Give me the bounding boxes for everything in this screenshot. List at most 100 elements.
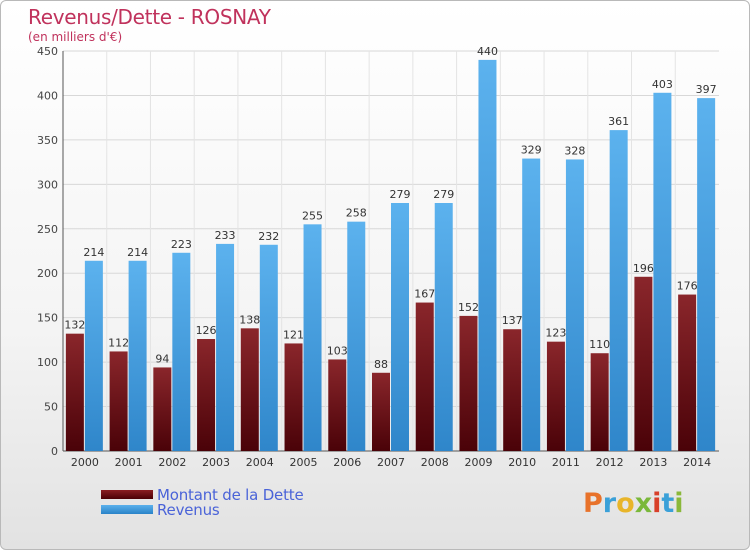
- bar-revenus-2012: [609, 130, 628, 451]
- bar-dette-2007: [372, 372, 390, 451]
- bar-revenus-2008: [434, 203, 453, 451]
- logo-letter: P: [583, 488, 603, 519]
- y-tick-label-50: 50: [44, 401, 58, 414]
- bar-dette-2011: [546, 341, 565, 451]
- data-label-dette-2012: 110: [589, 338, 610, 351]
- data-label-dette-2001: 112: [108, 336, 129, 349]
- x-tick-label-2008: 2008: [421, 456, 449, 469]
- data-label-revenus-2001: 214: [127, 246, 148, 259]
- x-tick-label-2003: 2003: [202, 456, 230, 469]
- data-label-dette-2011: 123: [545, 327, 566, 340]
- x-tick-label-2001: 2001: [115, 456, 143, 469]
- data-label-revenus-2004: 232: [258, 230, 279, 243]
- data-label-revenus-2009: 440: [477, 45, 498, 58]
- legend-label-revenus: Revenus: [157, 501, 220, 519]
- data-label-dette-2003: 126: [196, 324, 217, 337]
- data-label-revenus-2007: 279: [390, 188, 411, 201]
- logo-letter: i: [652, 488, 662, 519]
- bar-dette-2010: [503, 329, 522, 451]
- bar-revenus-2002: [172, 252, 191, 451]
- bar-revenus-2000: [84, 260, 103, 451]
- data-label-revenus-2013: 403: [652, 78, 673, 91]
- bar-dette-2001: [109, 351, 128, 451]
- data-label-dette-2007: 88: [374, 358, 388, 371]
- bar-dette-2008: [415, 302, 434, 451]
- bar-dette-2013: [634, 276, 653, 451]
- y-tick-label-0: 0: [51, 445, 58, 458]
- data-label-revenus-2008: 279: [433, 188, 454, 201]
- bar-dette-2005: [284, 343, 303, 451]
- bar-dette-2009: [459, 315, 478, 451]
- x-tick-label-2005: 2005: [290, 456, 318, 469]
- data-label-dette-2008: 167: [414, 288, 435, 301]
- bar-revenus-2014: [697, 98, 716, 451]
- data-label-revenus-2003: 233: [215, 229, 236, 242]
- data-label-revenus-2014: 397: [696, 83, 717, 96]
- x-tick-label-2002: 2002: [158, 456, 186, 469]
- bar-dette-2002: [153, 367, 172, 451]
- logo-letter: t: [661, 488, 675, 519]
- x-tick-label-2004: 2004: [246, 456, 274, 469]
- bar-revenus-2013: [653, 92, 672, 452]
- legend-label-dette: Montant de la Dette: [157, 486, 304, 504]
- data-label-dette-2006: 103: [327, 344, 348, 357]
- legend-swatch-revenus: [101, 505, 153, 514]
- logo-letter: i: [674, 488, 684, 519]
- data-label-dette-2013: 196: [633, 262, 654, 275]
- legend-swatch-dette: [101, 490, 153, 499]
- x-tick-label-2011: 2011: [552, 456, 580, 469]
- x-tick-label-2007: 2007: [377, 456, 405, 469]
- bar-revenus-2006: [347, 221, 366, 451]
- x-tick-label-2013: 2013: [639, 456, 667, 469]
- bar-dette-2003: [197, 339, 216, 451]
- logo-letter: x: [634, 488, 653, 519]
- data-label-revenus-2011: 328: [564, 144, 585, 157]
- bar-revenus-2011: [565, 159, 584, 451]
- data-label-revenus-2000: 214: [83, 246, 104, 259]
- x-tick-label-2014: 2014: [683, 456, 711, 469]
- chart-subtitle: (en milliers d'€): [28, 30, 123, 44]
- logo-letter: o: [616, 488, 635, 519]
- data-label-revenus-2002: 223: [171, 238, 192, 251]
- x-tick-label-2012: 2012: [596, 456, 624, 469]
- data-label-dette-2000: 132: [64, 319, 85, 332]
- y-tick-label-200: 200: [37, 267, 58, 280]
- y-tick-label-400: 400: [37, 89, 58, 102]
- data-label-revenus-2010: 329: [521, 144, 542, 157]
- y-tick-label-150: 150: [37, 312, 58, 325]
- y-tick-label-300: 300: [37, 178, 58, 191]
- bar-dette-2004: [240, 328, 259, 451]
- bar-revenus-2007: [391, 203, 409, 451]
- data-label-revenus-2012: 361: [608, 115, 629, 128]
- y-tick-label-350: 350: [37, 134, 58, 147]
- data-label-revenus-2005: 255: [302, 209, 323, 222]
- bar-revenus-2005: [303, 224, 322, 451]
- data-label-dette-2002: 94: [155, 352, 169, 365]
- bar-dette-2012: [590, 353, 609, 451]
- chart-title: Revenus/Dette - ROSNAY: [28, 5, 271, 29]
- data-label-revenus-2006: 258: [346, 207, 367, 220]
- bar-revenus-2010: [522, 158, 541, 452]
- data-label-dette-2004: 138: [239, 313, 260, 326]
- y-tick-label-450: 450: [37, 45, 58, 58]
- data-label-dette-2010: 137: [502, 314, 523, 327]
- bar-revenus-2004: [259, 244, 278, 451]
- x-tick-label-2006: 2006: [333, 456, 361, 469]
- x-tick-label-2010: 2010: [508, 456, 536, 469]
- bar-dette-2014: [678, 294, 697, 451]
- y-tick-label-100: 100: [37, 356, 58, 369]
- data-label-dette-2009: 152: [458, 301, 479, 314]
- bar-revenus-2003: [216, 243, 235, 451]
- y-tick-label-250: 250: [37, 223, 58, 236]
- x-tick-label-2000: 2000: [71, 456, 99, 469]
- bar-dette-2000: [65, 333, 84, 451]
- data-label-dette-2005: 121: [283, 328, 304, 341]
- bar-revenus-2009: [478, 59, 497, 452]
- x-tick-label-2009: 2009: [464, 456, 492, 469]
- proxiti-logo: Proxiti: [583, 488, 684, 519]
- bar-revenus-2001: [128, 260, 147, 451]
- bar-dette-2006: [328, 359, 347, 451]
- data-label-dette-2014: 176: [677, 280, 698, 293]
